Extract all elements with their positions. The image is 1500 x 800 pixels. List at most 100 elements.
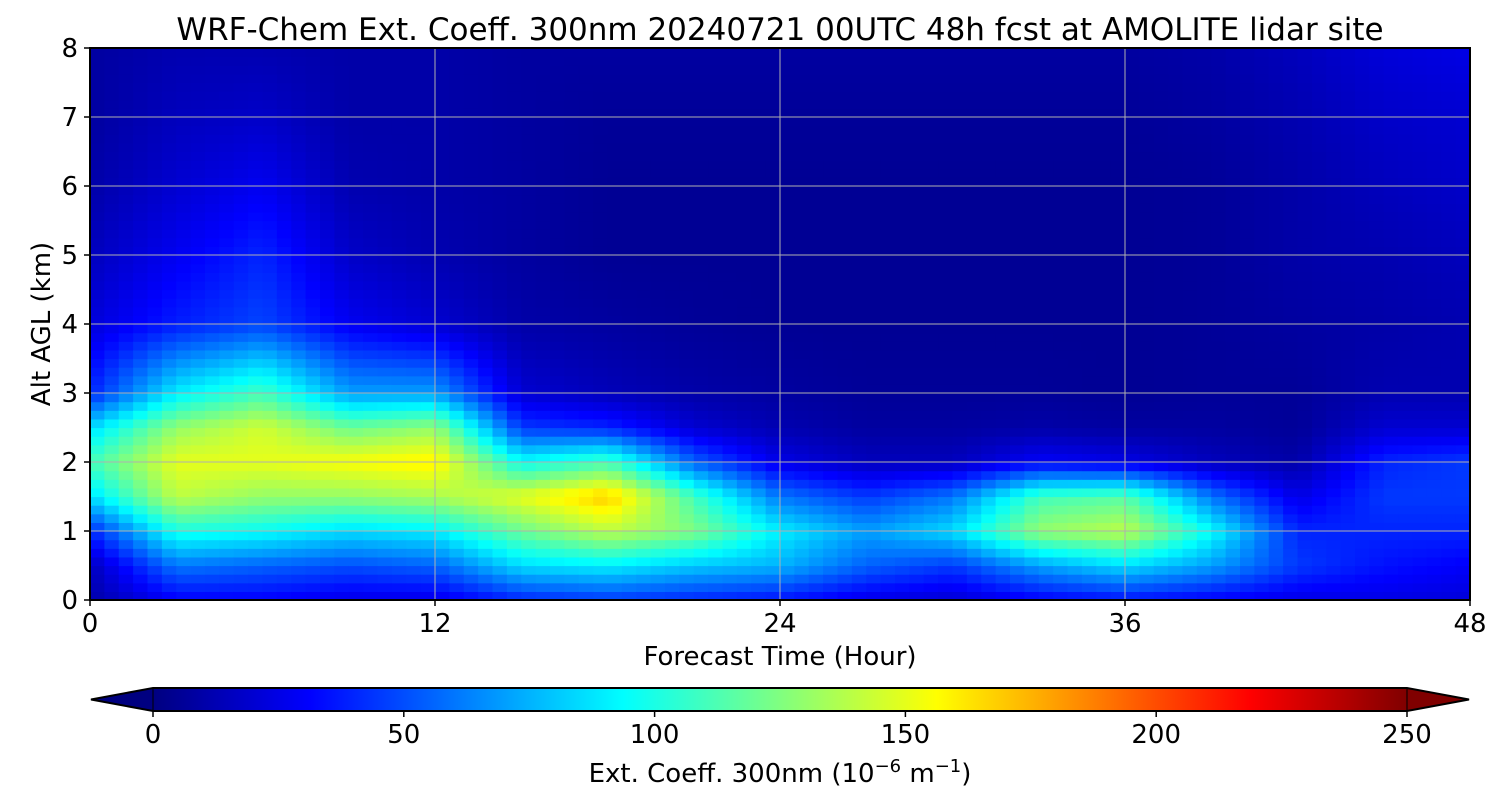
heatmap-cell — [1168, 194, 1184, 204]
heatmap-cell — [90, 513, 105, 523]
heatmap-cell — [1196, 591, 1212, 600]
heatmap-cell — [995, 470, 1011, 480]
heatmap-cell — [133, 168, 149, 178]
heatmap-cell — [550, 315, 565, 325]
heatmap-cell — [147, 73, 163, 84]
heatmap-cell — [377, 453, 393, 463]
heatmap-cell — [981, 522, 997, 532]
heatmap-cell — [736, 108, 752, 118]
heatmap-cell — [751, 565, 767, 575]
heatmap-cell — [808, 332, 824, 342]
heatmap-cell — [492, 263, 508, 273]
heatmap-cell — [909, 384, 925, 394]
heatmap-cell — [679, 315, 695, 325]
heatmap-cell — [1081, 453, 1097, 463]
heatmap-cell — [118, 246, 134, 256]
heatmap-cell — [363, 487, 379, 498]
heatmap-cell — [593, 384, 609, 394]
heatmap-cell — [276, 48, 292, 58]
heatmap-cell — [233, 574, 249, 584]
heatmap-cell — [276, 255, 292, 265]
heatmap-cell — [981, 556, 997, 567]
heatmap-cell — [938, 349, 954, 360]
heatmap-cell — [693, 341, 709, 351]
heatmap-cell — [607, 582, 623, 592]
heatmap-cell — [938, 125, 954, 135]
heatmap-cell — [550, 522, 565, 532]
heatmap-cell — [147, 324, 163, 334]
heatmap-cell — [923, 237, 939, 247]
heatmap-cell — [478, 160, 494, 170]
heatmap-cell — [679, 255, 695, 265]
heatmap-cell — [578, 565, 594, 575]
heatmap-cell — [550, 418, 565, 429]
heatmap-cell — [190, 246, 206, 256]
heatmap-cell — [463, 211, 479, 222]
heatmap-cell — [578, 298, 594, 308]
heatmap-cell — [90, 375, 105, 385]
heatmap-cell — [1067, 522, 1083, 532]
heatmap-cell — [923, 531, 939, 541]
heatmap-cell — [708, 591, 724, 600]
heatmap-cell — [1153, 82, 1169, 92]
heatmap-cell — [104, 358, 120, 368]
heatmap-cell — [1010, 65, 1025, 75]
heatmap-cell — [794, 470, 810, 480]
heatmap-cell — [1168, 324, 1184, 334]
heatmap-cell — [938, 108, 954, 118]
heatmap-cell — [1196, 539, 1212, 549]
heatmap-cell — [808, 125, 824, 135]
heatmap-cell — [1024, 160, 1040, 170]
heatmap-cell — [435, 289, 450, 299]
heatmap-cell — [621, 108, 637, 118]
heatmap-cell — [866, 522, 882, 532]
heatmap-cell — [1110, 272, 1126, 282]
heatmap-cell — [233, 263, 249, 273]
heatmap-cell — [262, 65, 278, 75]
heatmap-cell — [176, 591, 192, 600]
heatmap-cell — [1067, 582, 1083, 592]
heatmap-cell — [880, 358, 896, 368]
heatmap-cell — [751, 436, 767, 446]
heatmap-cell — [895, 462, 910, 472]
heatmap-cell — [1081, 358, 1097, 368]
heatmap-cell — [851, 168, 867, 178]
heatmap-cell — [708, 410, 724, 420]
heatmap-cell — [1024, 125, 1040, 135]
heatmap-cell — [665, 556, 680, 567]
heatmap-cell — [1081, 418, 1097, 429]
heatmap-cell — [133, 324, 149, 334]
heatmap-cell — [564, 410, 580, 420]
heatmap-cell — [1168, 358, 1184, 368]
heatmap-cell — [895, 531, 910, 541]
heatmap-cell — [219, 211, 235, 222]
heatmap-cell — [607, 574, 623, 584]
heatmap-cell — [449, 349, 465, 360]
heatmap-cell — [348, 487, 364, 498]
heatmap-cell — [765, 358, 781, 368]
heatmap-cell — [377, 418, 393, 429]
heatmap-cell — [851, 522, 867, 532]
heatmap-cell — [276, 479, 292, 489]
heatmap-cell — [1053, 229, 1069, 239]
heatmap-cell — [219, 186, 235, 196]
heatmap-cell — [334, 375, 350, 385]
heatmap-cell — [478, 505, 494, 515]
heatmap-cell — [808, 436, 824, 446]
heatmap-cell — [118, 306, 134, 316]
heatmap-cell — [837, 539, 853, 549]
heatmap-cell — [650, 470, 666, 480]
heatmap-cell — [90, 142, 105, 153]
heatmap-cell — [981, 73, 997, 84]
heatmap-cell — [1196, 194, 1212, 204]
heatmap-cell — [118, 91, 134, 101]
heatmap-cell — [406, 194, 422, 204]
heatmap-cell — [406, 220, 422, 230]
heatmap-cell — [262, 367, 278, 377]
heatmap-cell — [1038, 168, 1054, 178]
heatmap-cell — [1125, 211, 1140, 222]
heatmap-cell — [679, 349, 695, 360]
heatmap-cell — [161, 453, 177, 463]
heatmap-cell — [262, 591, 278, 600]
heatmap-cell — [535, 324, 551, 334]
